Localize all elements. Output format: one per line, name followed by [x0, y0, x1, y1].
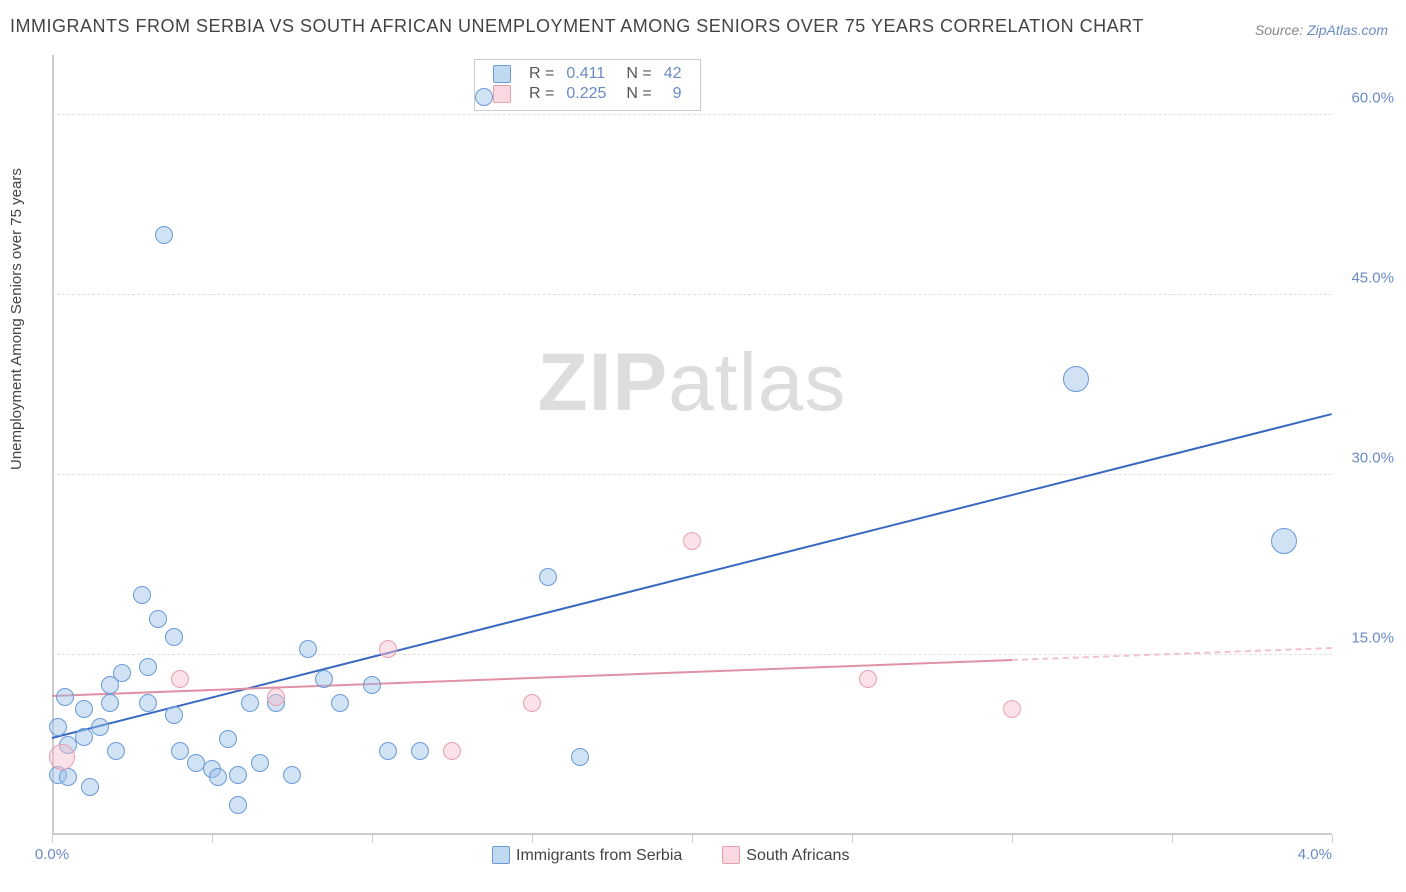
source-attribution: Source: ZipAtlas.com: [1255, 22, 1388, 38]
watermark: ZIPatlas: [538, 336, 847, 430]
data-point: [219, 730, 237, 748]
x-tick: [1332, 835, 1333, 843]
data-point: [139, 694, 157, 712]
data-point: [379, 742, 397, 760]
data-point: [229, 796, 247, 814]
data-point: [209, 768, 227, 786]
x-tick: [212, 835, 213, 843]
legend-row: R =0.411N =42: [487, 64, 688, 84]
x-tick: [692, 835, 693, 843]
data-point: [91, 718, 109, 736]
watermark-bold: ZIP: [538, 337, 669, 428]
data-point: [101, 694, 119, 712]
data-point: [165, 706, 183, 724]
data-point: [107, 742, 125, 760]
data-point: [331, 694, 349, 712]
data-point: [299, 640, 317, 658]
data-point: [56, 688, 74, 706]
legend-n-label: N =: [612, 84, 657, 104]
data-point: [283, 766, 301, 784]
source-prefix: Source:: [1255, 22, 1307, 38]
data-point: [267, 688, 285, 706]
legend-item: South Africans: [722, 846, 849, 865]
x-tick: [852, 835, 853, 843]
data-point: [539, 568, 557, 586]
data-point: [113, 664, 131, 682]
data-point: [171, 670, 189, 688]
scatter-chart: ZIPatlas R =0.411N =42R =0.225N =9 Immig…: [52, 55, 1332, 835]
legend-swatch: [492, 846, 510, 864]
watermark-rest: atlas: [668, 337, 846, 428]
legend-swatch: [493, 85, 511, 103]
x-tick: [1172, 835, 1173, 843]
legend-label: Immigrants from Serbia: [516, 847, 682, 864]
legend-r-value: 0.225: [560, 84, 612, 104]
legend-item: Immigrants from Serbia: [492, 846, 682, 865]
data-point: [229, 766, 247, 784]
legend-swatch: [493, 65, 511, 83]
data-point: [49, 744, 75, 770]
data-point: [171, 742, 189, 760]
data-point: [1003, 700, 1021, 718]
data-point: [475, 88, 493, 106]
data-point: [75, 700, 93, 718]
data-point: [149, 610, 167, 628]
legend-row: R =0.225N =9: [487, 84, 688, 104]
x-tick: [372, 835, 373, 843]
y-axis-label: Unemployment Among Seniors over 75 years: [8, 168, 25, 470]
legend-r-label: R =: [523, 84, 560, 104]
data-point: [139, 658, 157, 676]
data-point: [379, 640, 397, 658]
data-point: [75, 728, 93, 746]
data-point: [443, 742, 461, 760]
data-point: [1063, 366, 1089, 392]
data-point: [1271, 528, 1297, 554]
legend-n-label: N =: [612, 64, 657, 84]
data-point: [859, 670, 877, 688]
source-link[interactable]: ZipAtlas.com: [1307, 22, 1388, 38]
x-max-label: 4.0%: [1298, 846, 1332, 863]
y-tick-label: 15.0%: [1351, 630, 1394, 647]
x-tick: [52, 835, 53, 843]
data-point: [411, 742, 429, 760]
data-point: [241, 694, 259, 712]
grid-line: [52, 294, 1332, 295]
grid-line: [52, 474, 1332, 475]
y-tick-label: 45.0%: [1351, 270, 1394, 287]
data-point: [251, 754, 269, 772]
correlation-legend: R =0.411N =42R =0.225N =9: [474, 59, 701, 111]
legend-n-value: 42: [658, 64, 688, 84]
chart-title: IMMIGRANTS FROM SERBIA VS SOUTH AFRICAN …: [10, 16, 1144, 37]
data-point: [523, 694, 541, 712]
trend-line-serbia: [52, 413, 1332, 739]
x-min-label: 0.0%: [35, 846, 69, 863]
legend-r-label: R =: [523, 64, 560, 84]
data-point: [155, 226, 173, 244]
data-point: [59, 768, 77, 786]
legend-label: South Africans: [746, 847, 849, 864]
legend-n-value: 9: [658, 84, 688, 104]
series-legend: Immigrants from Serbia South Africans: [492, 846, 889, 865]
grid-line: [52, 114, 1332, 115]
data-point: [363, 676, 381, 694]
data-point: [571, 748, 589, 766]
y-tick-label: 60.0%: [1351, 90, 1394, 107]
x-tick: [1012, 835, 1013, 843]
data-point: [49, 718, 67, 736]
data-point: [683, 532, 701, 550]
legend-r-value: 0.411: [560, 64, 612, 84]
x-tick: [532, 835, 533, 843]
data-point: [133, 586, 151, 604]
data-point: [81, 778, 99, 796]
y-tick-label: 30.0%: [1351, 450, 1394, 467]
legend-swatch: [722, 846, 740, 864]
data-point: [315, 670, 333, 688]
data-point: [165, 628, 183, 646]
